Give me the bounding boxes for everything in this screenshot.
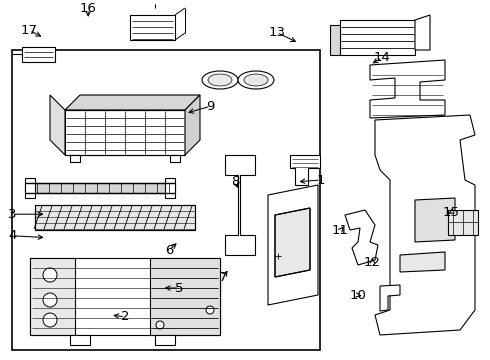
Text: 13: 13 [269,26,285,39]
Polygon shape [30,258,75,335]
Polygon shape [400,252,445,272]
Ellipse shape [238,71,274,89]
Polygon shape [50,95,65,155]
Polygon shape [340,20,415,55]
Polygon shape [330,25,340,55]
Circle shape [43,268,57,282]
Text: 12: 12 [364,256,381,269]
Polygon shape [375,115,475,335]
Text: 5: 5 [174,282,183,294]
Polygon shape [65,110,185,155]
Polygon shape [225,155,255,255]
Text: 8: 8 [231,175,240,188]
Text: 16: 16 [80,3,97,15]
Ellipse shape [208,74,232,86]
Text: 14: 14 [374,51,391,64]
Polygon shape [25,183,175,193]
Circle shape [206,306,214,314]
Polygon shape [165,178,175,198]
Polygon shape [150,258,220,335]
Text: 1: 1 [317,174,325,186]
Text: 17: 17 [21,24,38,37]
Polygon shape [35,205,195,230]
Polygon shape [370,60,445,118]
Polygon shape [70,335,90,345]
Polygon shape [22,47,55,62]
Circle shape [43,293,57,307]
Text: 4: 4 [8,229,17,242]
Ellipse shape [202,71,238,89]
Circle shape [273,251,283,261]
Circle shape [156,321,164,329]
Circle shape [43,313,57,327]
Polygon shape [415,198,455,242]
Text: 10: 10 [349,289,366,302]
Polygon shape [70,155,80,162]
Polygon shape [415,15,430,50]
Polygon shape [30,258,220,335]
Polygon shape [185,95,200,155]
Bar [12,50,320,350]
Text: 6: 6 [165,244,173,257]
Polygon shape [380,285,400,311]
Polygon shape [130,15,175,40]
Polygon shape [290,155,320,185]
Polygon shape [65,95,200,110]
Polygon shape [448,210,478,235]
Text: 9: 9 [206,100,215,113]
Polygon shape [25,178,35,198]
Text: 15: 15 [442,206,459,219]
Polygon shape [170,155,180,162]
Polygon shape [155,335,175,345]
Text: 11: 11 [332,224,349,237]
Text: 3: 3 [8,208,17,221]
Text: 2: 2 [121,310,129,323]
Polygon shape [268,185,318,305]
Polygon shape [345,210,378,265]
Text: 7: 7 [219,271,227,284]
Polygon shape [275,208,310,277]
Ellipse shape [244,74,268,86]
